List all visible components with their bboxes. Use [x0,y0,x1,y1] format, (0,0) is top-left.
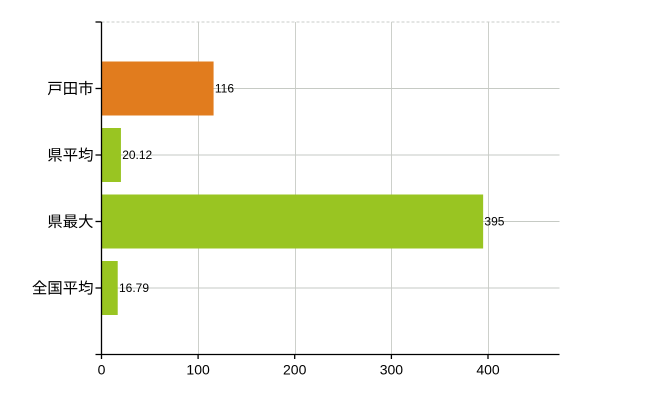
svg-text:300: 300 [380,362,404,378]
svg-text:200: 200 [283,362,307,378]
svg-text:400: 400 [476,362,500,378]
svg-text:116: 116 [215,82,234,96]
svg-text:20.12: 20.12 [122,148,152,162]
svg-text:395: 395 [484,215,504,229]
svg-text:0: 0 [98,362,106,378]
svg-text:16.79: 16.79 [119,281,149,295]
svg-text:100: 100 [186,362,210,378]
